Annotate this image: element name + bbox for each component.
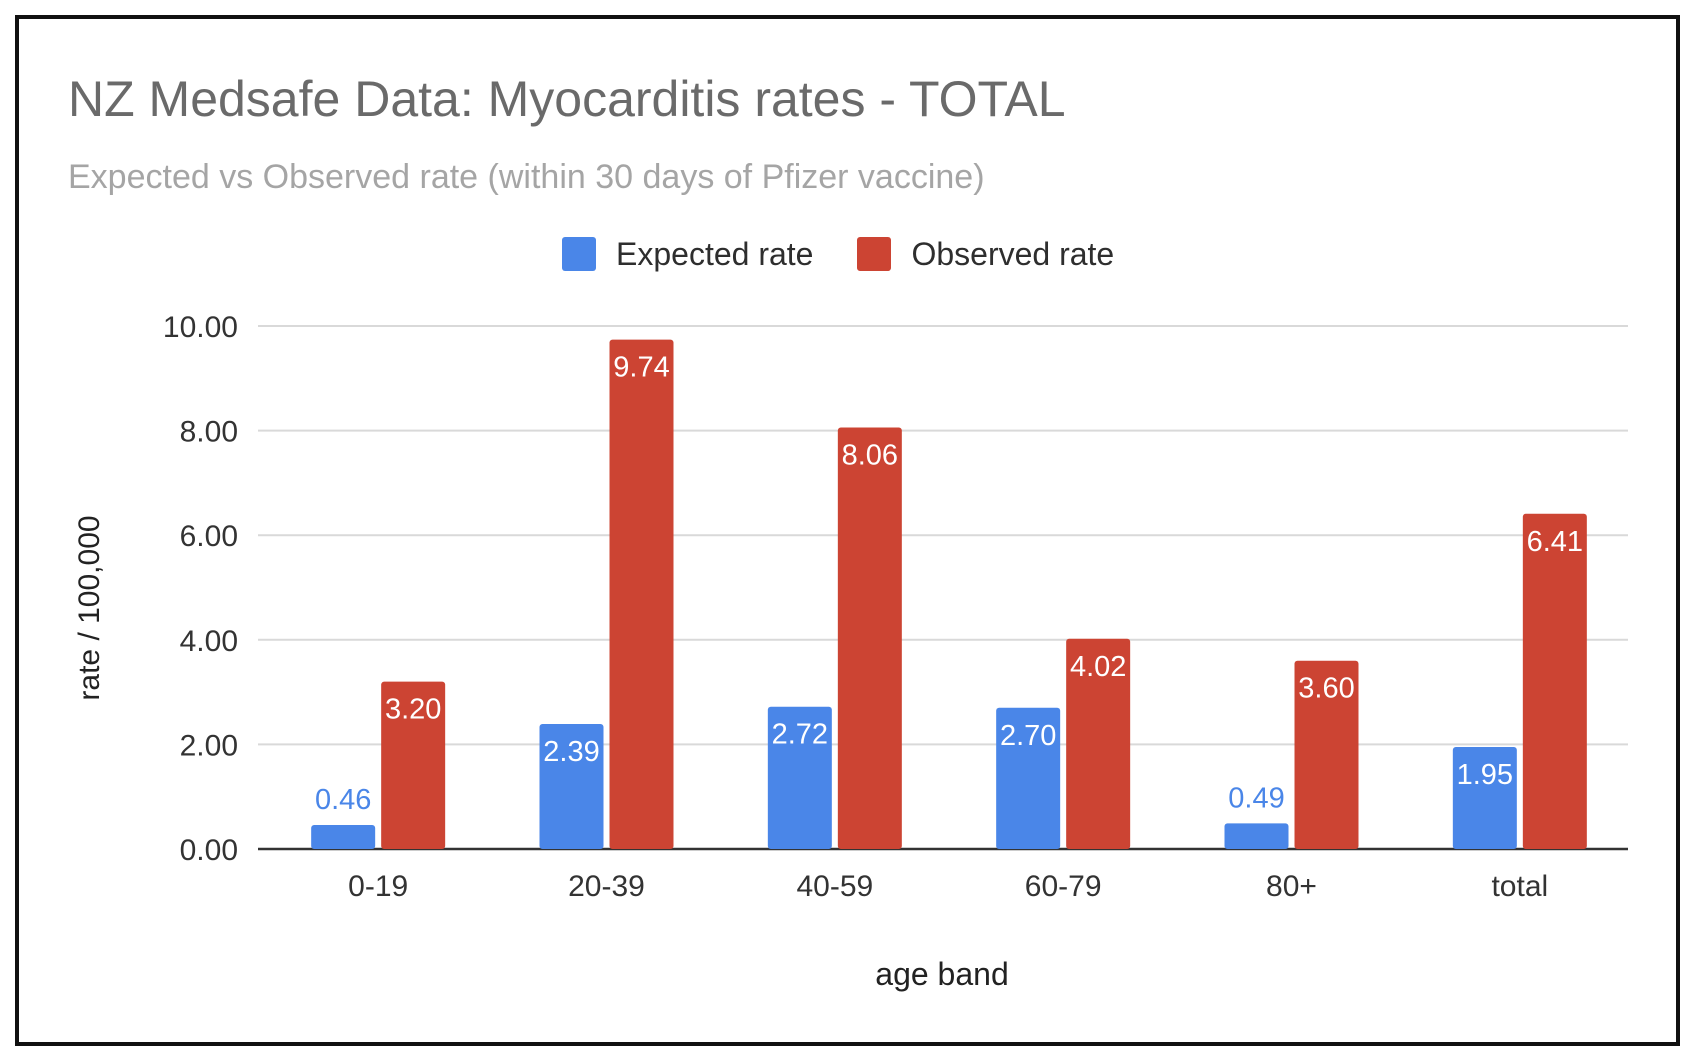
x-tick-label: 80+ [1266, 870, 1317, 903]
x-tick-label: 60-79 [1025, 870, 1102, 903]
y-tick-label: 8.00 [180, 416, 238, 449]
legend-swatch-observed [857, 237, 892, 271]
legend-label-observed: Observed rate [911, 235, 1115, 272]
bar-expected [767, 706, 832, 849]
data-label-expected: 2.72 [772, 719, 828, 751]
x-tick-label: 40-59 [796, 870, 873, 903]
chart-legend: Expected rate Observed rate [562, 232, 1158, 276]
legend-item-expected: Expected rate [562, 236, 813, 273]
bar-observed [837, 427, 902, 849]
bar-expected [1224, 823, 1289, 849]
bar-expected [539, 724, 604, 849]
data-label-observed: 8.06 [842, 439, 898, 471]
y-tick-label: 6.00 [180, 520, 238, 553]
x-tick-label: total [1491, 870, 1548, 903]
data-label-expected: 2.70 [1000, 720, 1056, 752]
data-label-expected: 1.95 [1457, 759, 1513, 791]
data-label-expected: 0.49 [1228, 782, 1284, 814]
x-axis-title: age band [875, 956, 1008, 992]
bar-observed [381, 681, 446, 849]
bar-observed [1294, 660, 1359, 849]
bar-expected [311, 824, 376, 849]
data-label-observed: 4.02 [1070, 651, 1126, 683]
bar-observed [1066, 638, 1131, 849]
y-tick-label: 4.00 [180, 625, 238, 658]
bar-expected [1452, 747, 1517, 849]
x-tick-label: 0-19 [348, 870, 408, 903]
bar-observed [1522, 513, 1587, 849]
y-tick-label: 10.00 [163, 311, 238, 344]
legend-item-observed: Observed rate [857, 236, 1114, 273]
chart-title: NZ Medsafe Data: Myocarditis rates - TOT… [68, 71, 1066, 127]
x-tick-label: 20-39 [568, 870, 645, 903]
data-label-observed: 3.20 [385, 694, 441, 726]
bar-observed [609, 339, 674, 849]
y-tick-label: 0.00 [180, 834, 238, 867]
data-label-observed: 6.41 [1527, 526, 1583, 558]
legend-label-expected: Expected rate [616, 235, 814, 272]
data-label-expected: 0.46 [315, 784, 371, 816]
data-label-expected: 2.39 [543, 736, 599, 768]
y-tick-label: 2.00 [180, 729, 238, 762]
legend-swatch-expected [562, 237, 596, 271]
y-axis-title: rate / 100,000 [73, 515, 106, 700]
bar-expected [996, 707, 1061, 849]
data-label-observed: 9.74 [613, 352, 669, 384]
data-label-observed: 3.60 [1298, 673, 1354, 705]
chart-subtitle: Expected vs Observed rate (within 30 day… [68, 158, 985, 196]
